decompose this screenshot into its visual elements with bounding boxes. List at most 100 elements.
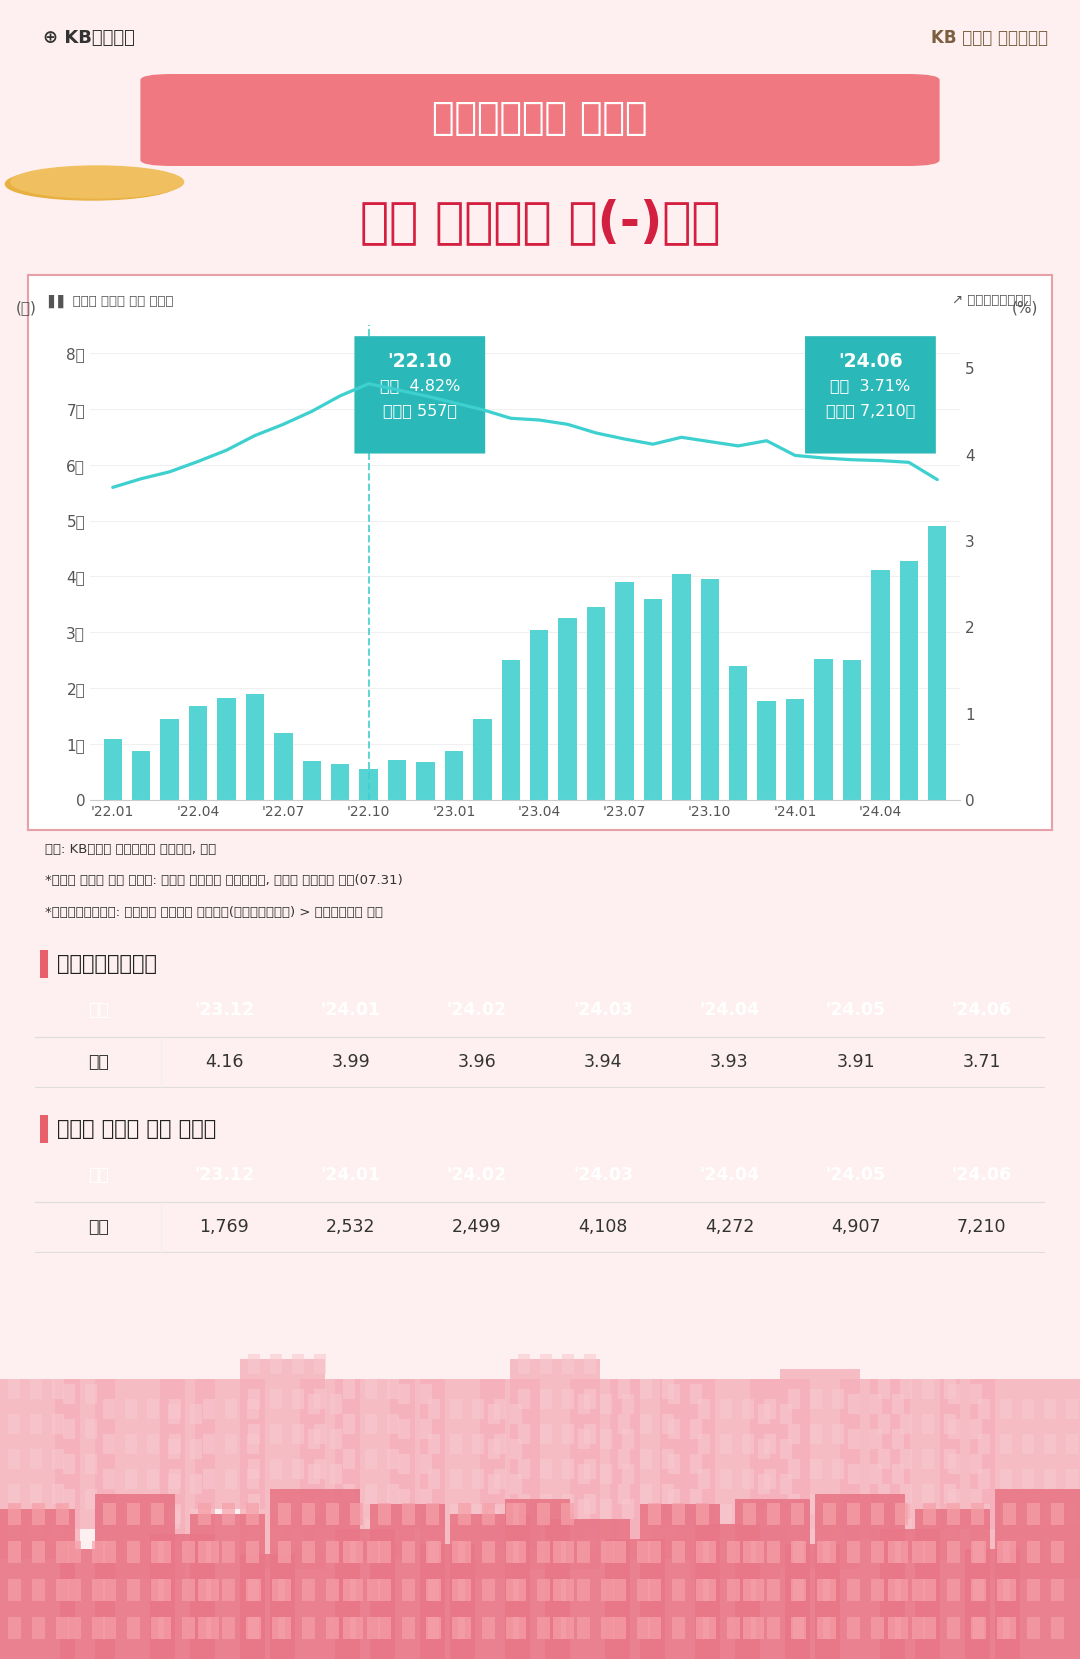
- Bar: [751, 1618, 764, 1639]
- Bar: [561, 1618, 573, 1639]
- Bar: [878, 1413, 890, 1433]
- Bar: [387, 1448, 399, 1468]
- Bar: [923, 1503, 936, 1525]
- Bar: [222, 1541, 235, 1563]
- Bar: [922, 1520, 934, 1540]
- Bar: [540, 1530, 552, 1550]
- Bar: [246, 1503, 259, 1525]
- Bar: [816, 1579, 831, 1601]
- Bar: [92, 1579, 105, 1601]
- Bar: [272, 1618, 285, 1639]
- Bar: [644, 599, 662, 800]
- Bar: [30, 1413, 42, 1433]
- Bar: [203, 1399, 215, 1418]
- Bar: [168, 1404, 180, 1423]
- Bar: [540, 1423, 552, 1443]
- Bar: [343, 1618, 356, 1639]
- Bar: [292, 1423, 303, 1443]
- Text: 주택담보대출 금리와: 주택담보대출 금리와: [432, 101, 648, 138]
- Bar: [270, 1389, 282, 1408]
- Bar: [292, 1530, 303, 1550]
- Text: '22.10: '22.10: [388, 352, 453, 372]
- Bar: [32, 1579, 45, 1601]
- Bar: [791, 1618, 804, 1639]
- Bar: [948, 1384, 960, 1404]
- Bar: [103, 1540, 114, 1559]
- Bar: [488, 1473, 500, 1495]
- Bar: [270, 1354, 282, 1374]
- Bar: [326, 1618, 339, 1639]
- Bar: [537, 1503, 550, 1525]
- Bar: [690, 1379, 780, 1579]
- Bar: [127, 1503, 140, 1525]
- Bar: [420, 1384, 432, 1404]
- Bar: [453, 1579, 465, 1601]
- Bar: [195, 1379, 265, 1510]
- Bar: [480, 1379, 540, 1550]
- Bar: [330, 763, 350, 800]
- Bar: [308, 1500, 320, 1520]
- Bar: [810, 1458, 822, 1480]
- Bar: [735, 1500, 810, 1659]
- Bar: [698, 1505, 710, 1525]
- Bar: [995, 1490, 1080, 1659]
- Bar: [915, 1510, 990, 1659]
- Bar: [922, 1379, 934, 1399]
- Bar: [577, 1541, 590, 1563]
- Bar: [350, 1618, 363, 1639]
- Bar: [270, 1458, 282, 1480]
- Bar: [350, 1503, 363, 1525]
- Bar: [703, 1579, 716, 1601]
- Bar: [743, 1618, 756, 1639]
- Bar: [518, 1354, 530, 1374]
- Bar: [501, 660, 521, 800]
- Bar: [103, 1579, 116, 1601]
- Bar: [895, 1618, 908, 1639]
- Bar: [912, 1618, 924, 1639]
- Bar: [426, 1618, 438, 1639]
- Bar: [482, 1618, 495, 1639]
- Bar: [562, 1530, 573, 1550]
- Bar: [537, 1618, 550, 1639]
- Bar: [780, 1473, 792, 1495]
- Bar: [52, 1485, 64, 1505]
- Text: 거래량 7,210건: 거래량 7,210건: [826, 403, 915, 418]
- Bar: [507, 1618, 519, 1639]
- Bar: [672, 574, 690, 800]
- Bar: [553, 1541, 566, 1563]
- Text: 실거래 아파트 매매 거래량: 실거래 아파트 매매 거래량: [57, 1120, 216, 1140]
- Bar: [453, 1541, 465, 1563]
- Bar: [672, 1541, 685, 1563]
- Bar: [8, 1503, 21, 1525]
- Bar: [8, 1379, 21, 1399]
- Bar: [151, 1541, 164, 1563]
- Bar: [292, 1389, 303, 1408]
- Bar: [343, 1413, 355, 1433]
- Text: 금리  3.71%: 금리 3.71%: [831, 378, 910, 393]
- Bar: [518, 1495, 530, 1515]
- Bar: [892, 1463, 904, 1485]
- Bar: [198, 1503, 211, 1525]
- Bar: [52, 1413, 64, 1433]
- Bar: [578, 1394, 590, 1413]
- Bar: [742, 1433, 754, 1453]
- Bar: [367, 1579, 380, 1601]
- Bar: [997, 1618, 1010, 1639]
- Bar: [578, 1428, 590, 1448]
- Bar: [302, 1541, 315, 1563]
- Bar: [562, 1458, 573, 1480]
- Bar: [314, 1423, 326, 1443]
- Bar: [742, 1399, 754, 1418]
- Text: '24.05: '24.05: [825, 1000, 886, 1019]
- Bar: [248, 1389, 260, 1408]
- Bar: [944, 1379, 956, 1399]
- Bar: [32, 1618, 45, 1639]
- Bar: [330, 1500, 342, 1520]
- Bar: [791, 1541, 804, 1563]
- Bar: [662, 1413, 674, 1433]
- Bar: [248, 1579, 261, 1601]
- Bar: [150, 1535, 215, 1659]
- Bar: [472, 1433, 484, 1453]
- Text: ▌▌ 실거래 아파트 매매 거래량: ▌▌ 실거래 아파트 매매 거래량: [49, 294, 174, 307]
- Bar: [127, 1541, 140, 1563]
